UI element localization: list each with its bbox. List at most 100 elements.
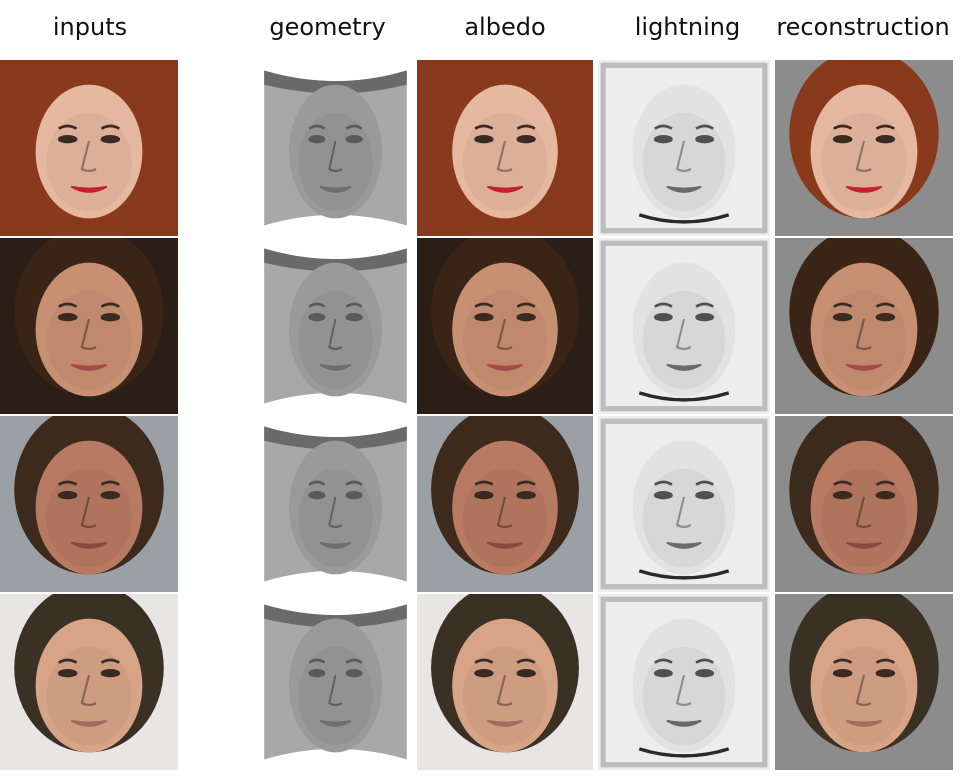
left-eyebrow: [833, 480, 853, 486]
right-eyebrow: [695, 124, 714, 130]
left-eye: [653, 668, 673, 678]
nose: [675, 318, 692, 350]
face-shape: [289, 84, 382, 219]
right-eye: [100, 668, 121, 678]
reconstruction-image-row-1: [775, 60, 953, 236]
geometry-image-row-3: [258, 416, 413, 592]
column-header-geometry: geometry: [269, 13, 386, 41]
left-eyebrow: [474, 658, 494, 664]
left-eyebrow: [58, 302, 78, 308]
face-shape: [289, 262, 382, 397]
left-eyebrow: [308, 124, 326, 130]
left-eyebrow: [58, 124, 78, 130]
right-eye: [695, 668, 715, 678]
nose: [496, 318, 513, 350]
mouth: [70, 719, 108, 727]
right-eyebrow: [516, 480, 536, 486]
nose: [675, 674, 692, 706]
geometry-top-edge: [264, 604, 407, 628]
right-eye: [100, 312, 121, 322]
right-eye: [695, 312, 715, 322]
face-shape: [452, 84, 558, 219]
geometry-top-edge: [264, 426, 407, 450]
nose: [855, 140, 872, 172]
right-eyebrow: [100, 480, 120, 486]
inputs-image-row-4: [0, 594, 178, 770]
right-eye: [516, 668, 536, 678]
right-eyebrow: [695, 480, 714, 486]
column-header-reconstruction: reconstruction: [776, 13, 950, 41]
left-eye: [653, 312, 673, 322]
face-shape: [810, 84, 918, 219]
right-eye: [345, 134, 363, 144]
reconstruction-image-row-2: [775, 238, 953, 414]
face-shape: [35, 84, 143, 219]
column-header-albedo: albedo: [464, 13, 546, 41]
face-shape: [632, 618, 736, 753]
left-eyebrow: [474, 480, 494, 486]
face-shape: [35, 618, 143, 753]
nose: [496, 496, 513, 528]
lightning-image-row-1: [598, 60, 770, 236]
right-eyebrow: [695, 658, 714, 664]
right-eyebrow: [875, 124, 895, 130]
left-eyebrow: [308, 480, 326, 486]
mouth: [845, 185, 883, 193]
right-eye: [100, 134, 121, 144]
right-eyebrow: [875, 480, 895, 486]
left-eye: [57, 134, 78, 144]
lightning-image-row-2: [598, 238, 770, 414]
left-eye: [308, 490, 326, 500]
right-eyebrow: [345, 658, 363, 664]
albedo-image-row-3: [417, 416, 593, 592]
face-shape: [810, 618, 918, 753]
chin-shadow: [638, 213, 730, 224]
lightning-frame: [600, 62, 768, 234]
albedo-image-row-1: [417, 60, 593, 236]
right-eye: [516, 134, 536, 144]
mouth: [666, 719, 702, 727]
right-eye: [875, 312, 896, 322]
mouth: [845, 541, 883, 549]
left-eyebrow: [58, 480, 78, 486]
lightning-image-row-3: [598, 416, 770, 592]
right-eye: [345, 668, 363, 678]
nose: [80, 140, 97, 172]
mouth: [486, 541, 524, 549]
left-eyebrow: [58, 658, 78, 664]
nose: [855, 318, 872, 350]
left-eyebrow: [833, 124, 853, 130]
right-eyebrow: [100, 124, 120, 130]
nose: [80, 674, 97, 706]
mouth: [70, 185, 108, 193]
right-eye: [516, 312, 536, 322]
face-shape: [452, 262, 558, 397]
column-header-lightning: lightning: [634, 13, 741, 41]
face-shape: [810, 262, 918, 397]
right-eyebrow: [516, 658, 536, 664]
nose: [328, 674, 343, 706]
reconstruction-image-row-3: [775, 416, 953, 592]
face-shape: [452, 440, 558, 575]
left-eyebrow: [654, 302, 673, 308]
right-eyebrow: [345, 124, 363, 130]
face-shape: [810, 440, 918, 575]
left-eye: [832, 312, 853, 322]
face-shape: [35, 440, 143, 575]
right-eyebrow: [345, 480, 363, 486]
mouth: [319, 363, 352, 371]
left-eye: [57, 490, 78, 500]
chin-shadow: [638, 747, 730, 758]
geometry-image-row-2: [258, 238, 413, 414]
face-shape: [632, 84, 736, 219]
nose: [328, 140, 343, 172]
left-eye: [308, 134, 326, 144]
left-eyebrow: [833, 302, 853, 308]
nose: [855, 496, 872, 528]
left-eye: [653, 490, 673, 500]
right-eye: [875, 134, 896, 144]
mouth: [70, 363, 108, 371]
face-shape: [35, 262, 143, 397]
left-eye: [308, 668, 326, 678]
face-shape: [632, 262, 736, 397]
